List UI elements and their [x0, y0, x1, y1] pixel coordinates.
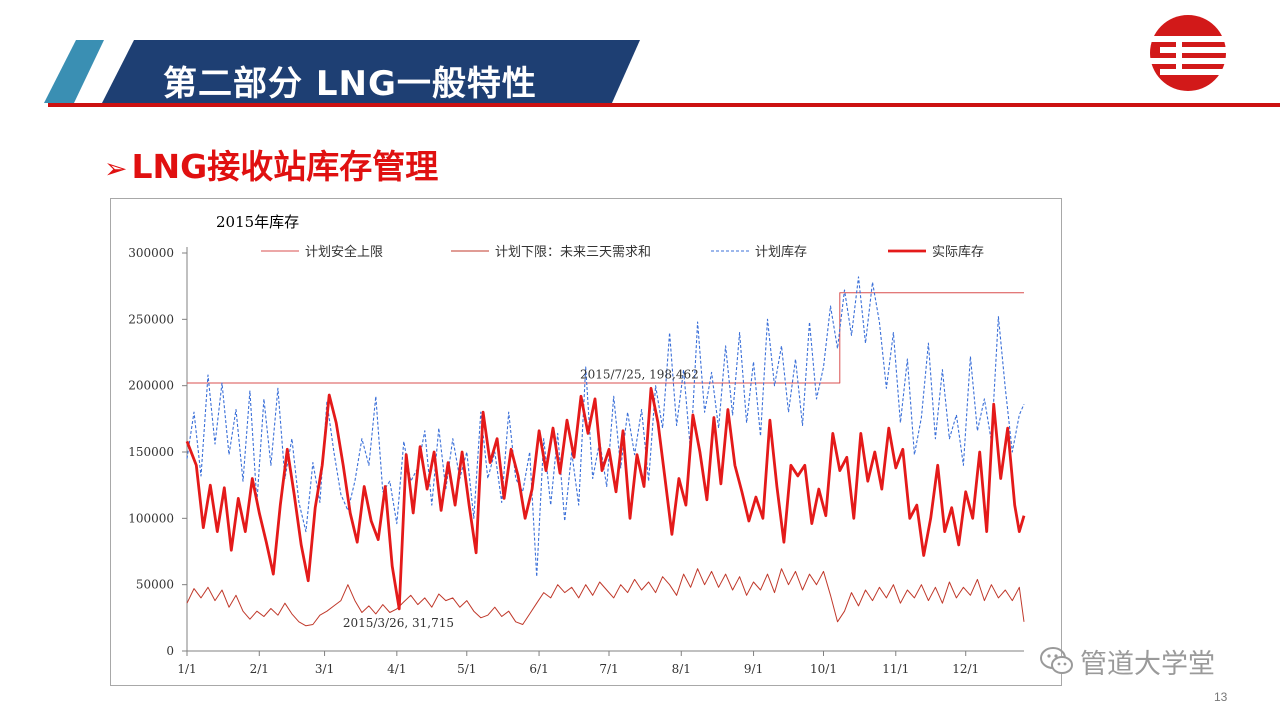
- annotation-min: 2015/3/26, 31,715: [343, 616, 454, 630]
- y-tick-label: 0: [166, 644, 174, 658]
- y-tick-label: 50000: [136, 578, 174, 592]
- x-tick-label: 2/1: [250, 662, 269, 676]
- series-line-2: [186, 568, 1025, 627]
- arrow-bullet-icon: ➢: [104, 152, 128, 185]
- inventory-chart: 2015年库存 0 50000 100000 150000 200000 250000 300…: [110, 198, 1062, 686]
- slide-subtitle: ➢ LNG接收站库存管理: [104, 140, 438, 188]
- y-tick-label: 300000: [128, 246, 174, 260]
- x-tick-label: 12/1: [952, 662, 979, 676]
- series-line-4: [185, 386, 1026, 611]
- series-line-3: [186, 276, 1025, 578]
- x-tick-label: 8/1: [672, 662, 691, 676]
- legend-label: 计划安全上限: [305, 244, 383, 260]
- chart-title: 2015年库存: [216, 213, 299, 231]
- banner-graphic: [44, 40, 1280, 107]
- x-tick-label: 10/1: [810, 662, 837, 676]
- company-logo-icon: [1146, 15, 1230, 91]
- y-tick-label: 250000: [128, 312, 174, 326]
- banner-band: [102, 40, 640, 103]
- page-number: 13: [1214, 690, 1228, 704]
- x-tick-label: 1/1: [177, 662, 196, 676]
- wechat-icon: [1040, 647, 1073, 674]
- legend-label: 计划库存: [755, 244, 807, 260]
- legend-label: 实际库存: [932, 244, 984, 260]
- y-tick-label: 150000: [128, 445, 174, 459]
- y-tick-label: 100000: [128, 511, 174, 525]
- section-title: 第二部分 LNG一般特性: [163, 64, 537, 104]
- banner-rule: [48, 103, 1280, 107]
- x-tick-label: 7/1: [599, 662, 618, 676]
- banner-stripe: [74, 40, 122, 103]
- x-tick-label: 3/1: [315, 662, 334, 676]
- header-banner: 第二部分 LNG一般特性: [0, 0, 1280, 115]
- subtitle-text: LNG接收站库存管理: [131, 147, 439, 186]
- watermark-text: 管道大学堂: [1080, 648, 1215, 680]
- x-tick-label: 11/1: [882, 662, 909, 676]
- x-tick-label: 5/1: [457, 662, 476, 676]
- x-tick-label: 6/1: [529, 662, 548, 676]
- y-tick-label: 200000: [128, 379, 174, 393]
- legend-label: 计划下限：未来三天需求和: [495, 245, 651, 260]
- annotation-max: 2015/7/25, 198,462: [580, 368, 699, 382]
- x-tick-label: 9/1: [744, 662, 763, 676]
- watermark: 管道大学堂: [1040, 640, 1215, 682]
- x-tick-label: 4/1: [387, 662, 406, 676]
- series-line-1: [187, 292, 1024, 384]
- chart-canvas: 2015年库存 0 50000 100000 150000 200000 250000 300…: [128, 213, 1026, 676]
